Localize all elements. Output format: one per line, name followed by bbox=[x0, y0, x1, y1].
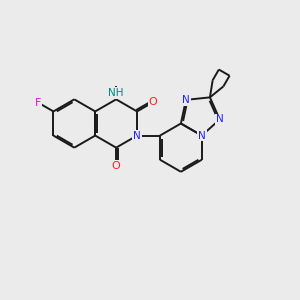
Text: F: F bbox=[35, 98, 41, 108]
Text: N: N bbox=[216, 114, 224, 124]
Text: N: N bbox=[182, 95, 190, 105]
Text: O: O bbox=[148, 97, 157, 107]
Text: N: N bbox=[198, 130, 206, 141]
Text: N: N bbox=[133, 130, 141, 141]
Text: O: O bbox=[112, 161, 121, 171]
Text: NH: NH bbox=[108, 88, 124, 98]
